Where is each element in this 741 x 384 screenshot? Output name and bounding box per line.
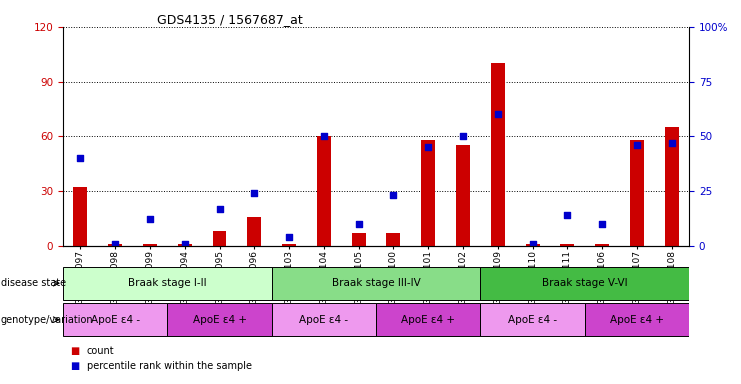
Text: ■: ■ bbox=[70, 361, 79, 371]
Text: Braak stage V-VI: Braak stage V-VI bbox=[542, 278, 628, 288]
Point bbox=[248, 190, 260, 196]
Text: ApoE ε4 -: ApoE ε4 - bbox=[299, 314, 348, 325]
Bar bbox=[73, 187, 87, 246]
Bar bbox=[456, 146, 470, 246]
Text: ApoE ε4 -: ApoE ε4 - bbox=[90, 314, 140, 325]
Text: Braak stage I-II: Braak stage I-II bbox=[128, 278, 207, 288]
Bar bbox=[247, 217, 262, 246]
Point bbox=[422, 144, 434, 151]
Bar bbox=[178, 244, 192, 246]
Point bbox=[144, 217, 156, 223]
Point bbox=[179, 240, 190, 247]
Point bbox=[492, 111, 504, 118]
Point bbox=[109, 240, 121, 247]
Bar bbox=[272, 267, 480, 300]
Text: Braak stage III-IV: Braak stage III-IV bbox=[332, 278, 420, 288]
Text: genotype/variation: genotype/variation bbox=[1, 314, 93, 325]
Bar bbox=[422, 140, 435, 246]
Text: ApoE ε4 +: ApoE ε4 + bbox=[610, 314, 664, 325]
Point bbox=[631, 142, 643, 148]
Point bbox=[213, 205, 225, 212]
Point bbox=[318, 133, 330, 139]
Bar bbox=[63, 267, 272, 300]
Bar bbox=[376, 303, 480, 336]
Text: ApoE ε4 -: ApoE ε4 - bbox=[508, 314, 557, 325]
Bar bbox=[595, 244, 609, 246]
Bar bbox=[630, 140, 644, 246]
Bar bbox=[352, 233, 365, 246]
Point bbox=[527, 240, 539, 247]
Bar bbox=[585, 303, 689, 336]
Bar bbox=[272, 303, 376, 336]
Text: GDS4135 / 1567687_at: GDS4135 / 1567687_at bbox=[157, 13, 302, 26]
Bar bbox=[108, 244, 122, 246]
Bar bbox=[480, 303, 585, 336]
Bar bbox=[480, 267, 689, 300]
Text: ApoE ε4 +: ApoE ε4 + bbox=[401, 314, 455, 325]
Point bbox=[283, 234, 295, 240]
Bar bbox=[167, 303, 272, 336]
Point bbox=[388, 192, 399, 199]
Bar bbox=[491, 63, 505, 246]
Point bbox=[74, 155, 86, 161]
Bar bbox=[317, 136, 330, 246]
Point bbox=[562, 212, 574, 218]
Point bbox=[597, 221, 608, 227]
Point bbox=[353, 221, 365, 227]
Bar bbox=[63, 303, 167, 336]
Bar bbox=[525, 244, 539, 246]
Text: count: count bbox=[87, 346, 114, 356]
Bar bbox=[665, 127, 679, 246]
Point bbox=[666, 140, 678, 146]
Text: ApoE ε4 +: ApoE ε4 + bbox=[193, 314, 247, 325]
Text: disease state: disease state bbox=[1, 278, 66, 288]
Point bbox=[457, 133, 469, 139]
Bar bbox=[282, 244, 296, 246]
Text: ■: ■ bbox=[70, 346, 79, 356]
Bar bbox=[560, 244, 574, 246]
Bar bbox=[143, 244, 157, 246]
Text: percentile rank within the sample: percentile rank within the sample bbox=[87, 361, 252, 371]
Bar bbox=[387, 233, 400, 246]
Bar bbox=[213, 231, 227, 246]
